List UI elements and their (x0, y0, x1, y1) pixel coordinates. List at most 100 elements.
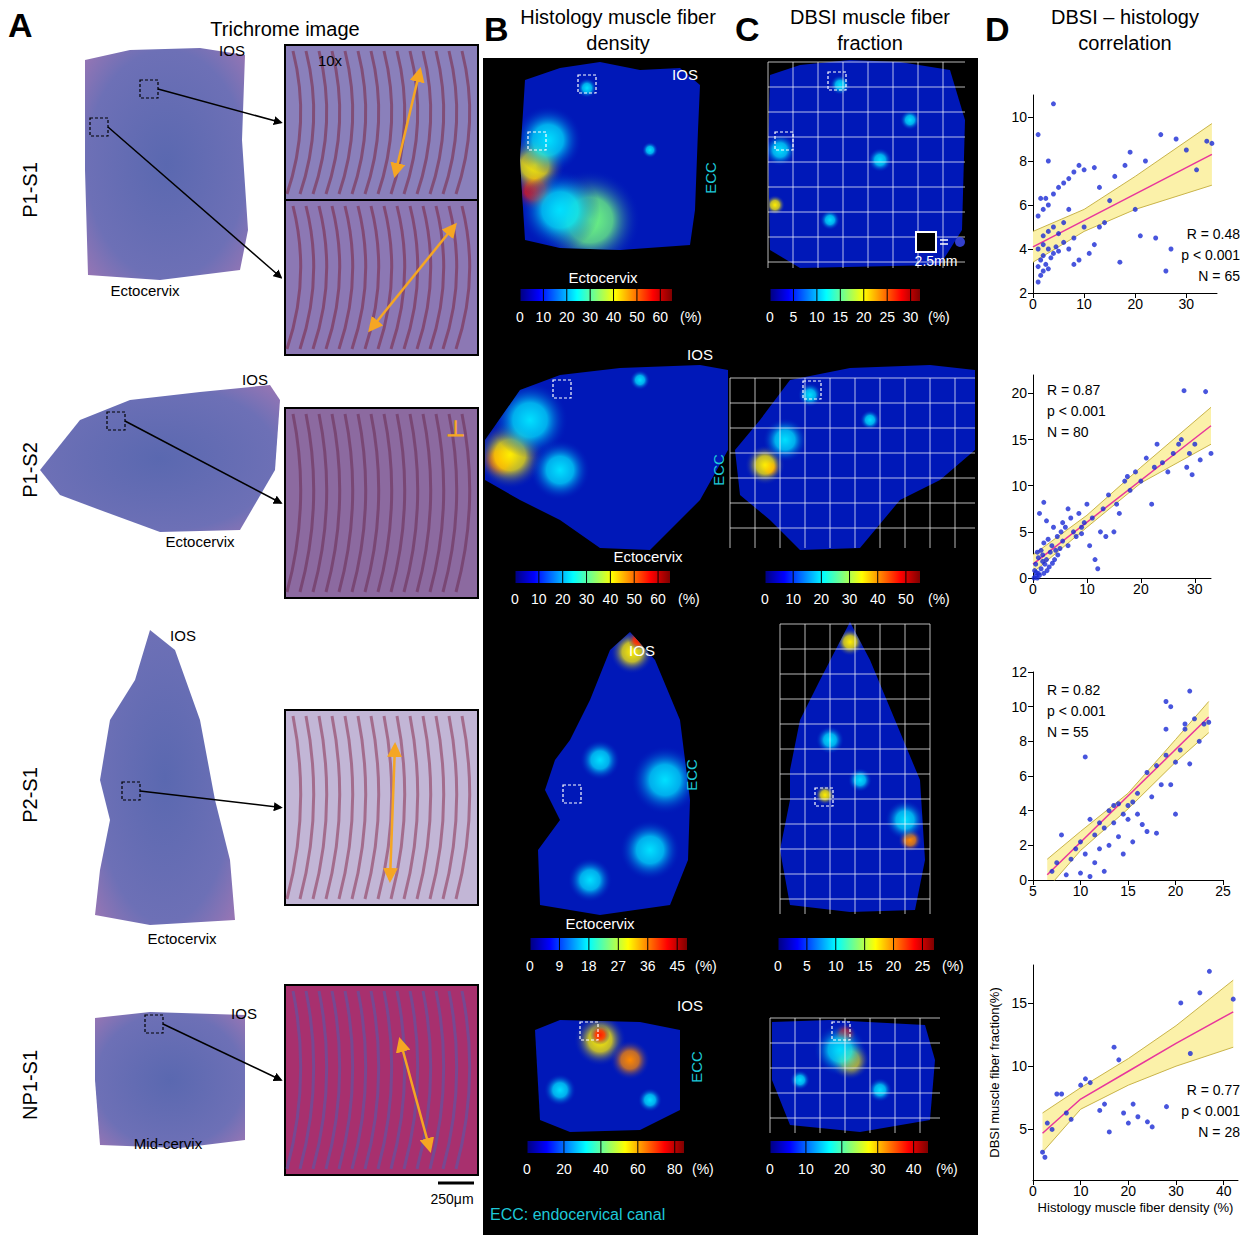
svg-text:DBSI muscle fiber fraction(%): DBSI muscle fiber fraction(%) (987, 987, 1002, 1158)
svg-text:⊥: ⊥ (446, 416, 465, 441)
svg-text:10: 10 (1073, 883, 1089, 899)
svg-text:2: 2 (1019, 285, 1027, 301)
svg-text:20: 20 (556, 1161, 572, 1177)
svg-text:20: 20 (856, 309, 872, 325)
svg-text:(%): (%) (692, 1161, 714, 1177)
svg-text:10: 10 (798, 1161, 814, 1177)
svg-text:10x: 10x (318, 52, 343, 69)
svg-text:4: 4 (1019, 241, 1027, 257)
svg-text:N = 28: N = 28 (1198, 1124, 1240, 1140)
svg-text:Ectocervix: Ectocervix (613, 548, 683, 565)
svg-text:25: 25 (1215, 883, 1231, 899)
svg-text:IOS: IOS (687, 346, 713, 363)
svg-text:Ectocervix: Ectocervix (568, 269, 638, 286)
svg-text:(%): (%) (695, 958, 717, 974)
svg-text:(%): (%) (936, 1161, 958, 1177)
svg-text:(%): (%) (942, 958, 964, 974)
svg-text:ECC: ECC (688, 1051, 705, 1083)
svg-text:50: 50 (626, 591, 642, 607)
svg-text:10: 10 (536, 309, 552, 325)
svg-text:IOS: IOS (677, 997, 703, 1014)
svg-text:P1-S2: P1-S2 (19, 442, 41, 498)
svg-text:(%): (%) (928, 309, 950, 325)
svg-text:27: 27 (611, 958, 627, 974)
svg-text:p < 0.001: p < 0.001 (1047, 403, 1106, 419)
svg-text:2: 2 (1019, 837, 1027, 853)
svg-text:10: 10 (531, 591, 547, 607)
svg-text:0: 0 (523, 1161, 531, 1177)
svg-text:P1-S1: P1-S1 (19, 162, 41, 218)
svg-text:60: 60 (630, 1161, 646, 1177)
svg-text:5: 5 (790, 309, 798, 325)
svg-text:10: 10 (809, 309, 825, 325)
svg-text:IOS: IOS (672, 66, 698, 83)
svg-text:ECC: ECC (710, 454, 727, 486)
svg-text:40: 40 (1216, 1183, 1232, 1199)
svg-text:0: 0 (516, 309, 524, 325)
svg-text:20: 20 (1133, 581, 1149, 597)
svg-text:40: 40 (870, 591, 886, 607)
svg-text:50: 50 (629, 309, 645, 325)
svg-text:15: 15 (833, 309, 849, 325)
svg-text:8: 8 (1019, 153, 1027, 169)
svg-text:10: 10 (1011, 699, 1027, 715)
svg-text:20: 20 (1127, 296, 1143, 312)
svg-text:R = 0.48: R = 0.48 (1187, 226, 1241, 242)
svg-text:30: 30 (903, 309, 919, 325)
svg-text:15: 15 (1120, 883, 1136, 899)
svg-text:0: 0 (1019, 570, 1027, 586)
svg-text:25: 25 (915, 958, 931, 974)
svg-text:10: 10 (1076, 296, 1092, 312)
svg-text:ECC: ECC (702, 162, 719, 194)
svg-text:0: 0 (511, 591, 519, 607)
svg-text:0: 0 (1029, 581, 1037, 597)
svg-text:45: 45 (669, 958, 685, 974)
svg-text:30: 30 (1179, 296, 1195, 312)
svg-text:IOS: IOS (219, 42, 245, 59)
svg-text:IOS: IOS (242, 371, 268, 388)
svg-text:12: 12 (1011, 664, 1027, 680)
svg-text:N = 55: N = 55 (1047, 724, 1089, 740)
svg-text:10: 10 (1073, 1183, 1089, 1199)
svg-text:Histology muscle fiber density: Histology muscle fiber density (%) (1038, 1200, 1234, 1215)
svg-text:ECC: endocervical canal: ECC: endocervical canal (490, 1206, 665, 1223)
svg-text:10: 10 (828, 958, 844, 974)
svg-text:30: 30 (582, 309, 598, 325)
svg-text:2.5mm: 2.5mm (915, 253, 958, 269)
svg-text:40: 40 (593, 1161, 609, 1177)
svg-text:5: 5 (803, 958, 811, 974)
svg-text:0: 0 (1029, 296, 1037, 312)
svg-text:40: 40 (906, 1161, 922, 1177)
svg-text:6: 6 (1019, 197, 1027, 213)
svg-text:10: 10 (1079, 581, 1095, 597)
svg-text:10: 10 (1011, 109, 1027, 125)
svg-text:15: 15 (1011, 995, 1027, 1011)
svg-text:(%): (%) (928, 591, 950, 607)
svg-text:30: 30 (579, 591, 595, 607)
svg-text:20: 20 (1168, 883, 1184, 899)
svg-text:Mid-cervix: Mid-cervix (134, 1135, 203, 1152)
svg-text:p < 0.001: p < 0.001 (1181, 247, 1240, 263)
svg-text:p < 0.001: p < 0.001 (1181, 1103, 1240, 1119)
svg-text:0: 0 (526, 958, 534, 974)
svg-text:0: 0 (766, 309, 774, 325)
svg-text:0: 0 (761, 591, 769, 607)
svg-text:40: 40 (603, 591, 619, 607)
svg-text:0: 0 (1029, 1183, 1037, 1199)
svg-text:Ectocervix: Ectocervix (165, 533, 235, 550)
svg-text:10: 10 (1011, 478, 1027, 494)
svg-text:15: 15 (1011, 432, 1027, 448)
svg-text:20: 20 (555, 591, 571, 607)
svg-text:p < 0.001: p < 0.001 (1047, 703, 1106, 719)
svg-text:R = 0.87: R = 0.87 (1047, 382, 1101, 398)
svg-text:0: 0 (1019, 872, 1027, 888)
svg-text:50: 50 (898, 591, 914, 607)
svg-text:IOS: IOS (170, 627, 196, 644)
svg-text:80: 80 (667, 1161, 683, 1177)
svg-text:0: 0 (774, 958, 782, 974)
svg-text:60: 60 (650, 591, 666, 607)
svg-text:NP1-S1: NP1-S1 (19, 1050, 41, 1120)
svg-text:Ectocervix: Ectocervix (110, 282, 180, 299)
svg-text:(%): (%) (680, 309, 702, 325)
svg-text:20: 20 (559, 309, 575, 325)
